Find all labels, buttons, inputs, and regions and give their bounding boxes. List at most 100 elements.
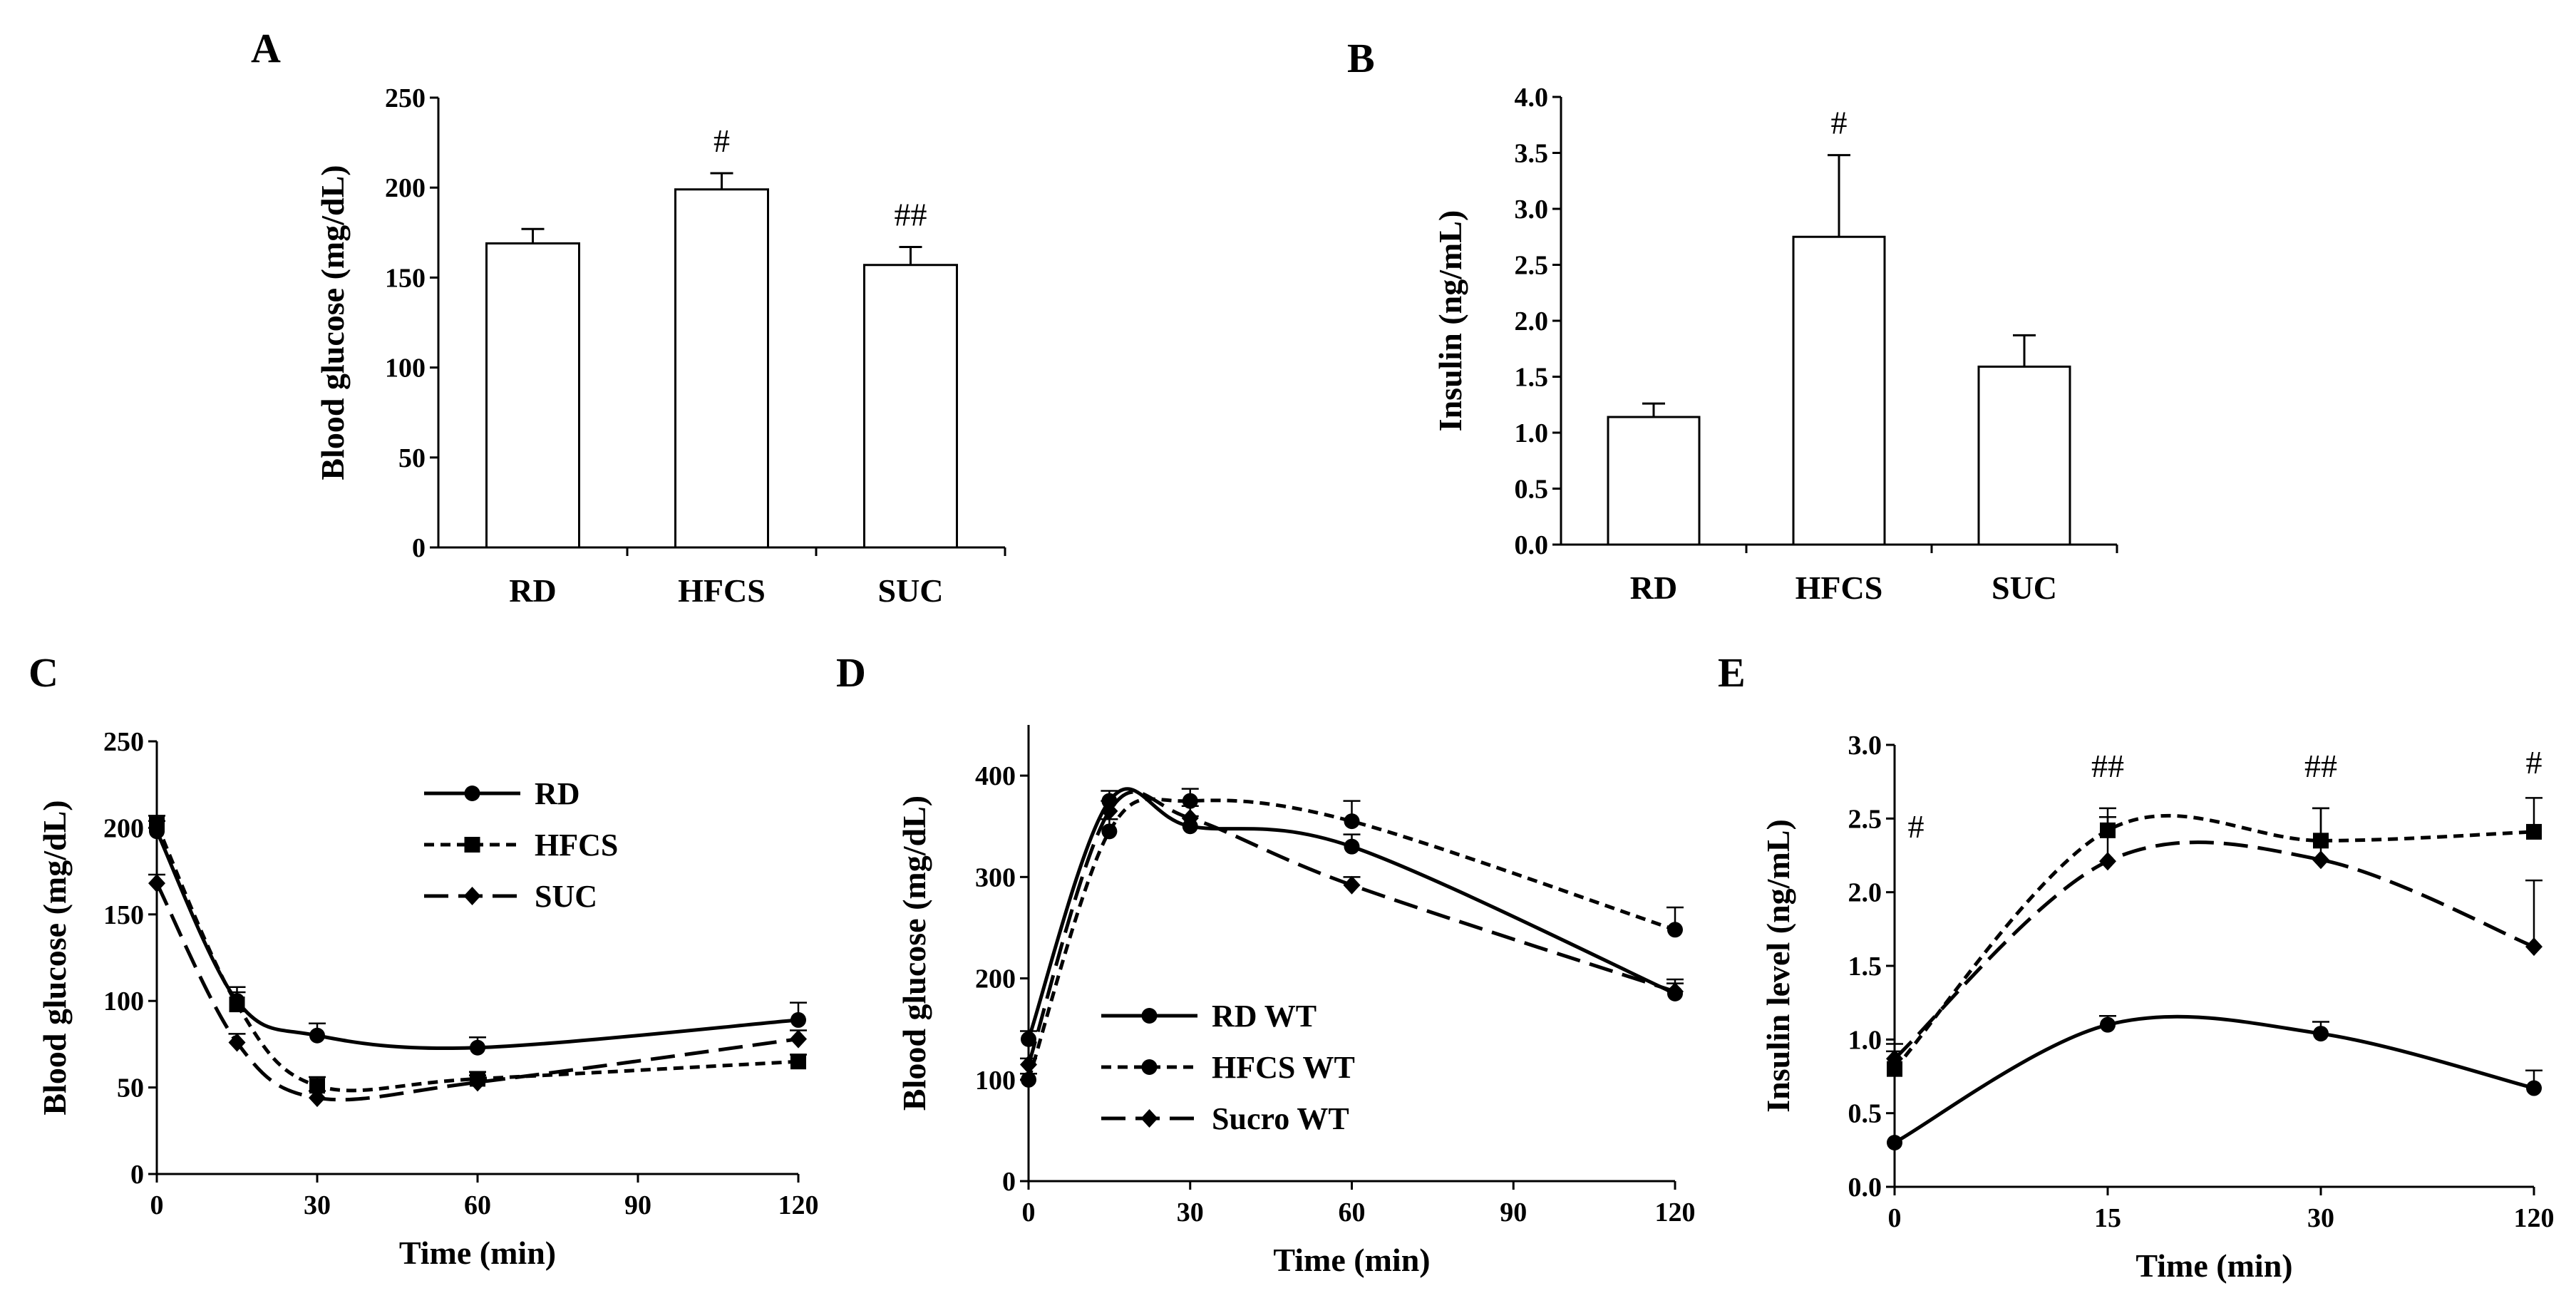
chart-a: 0 50 100 150 200 250 RD HFCS # SUC ## Blood glucose… — [314, 83, 1006, 609]
x-axis-title: Time (min) — [2135, 1247, 2292, 1284]
panel-label-e: E — [1718, 649, 1746, 696]
y-tick-label: 0.0 — [1848, 1173, 1882, 1203]
data-point — [2312, 850, 2329, 870]
significance-marker: # — [2526, 744, 2542, 781]
data-point — [1666, 982, 1684, 1002]
legend-marker — [1141, 1008, 1158, 1024]
category-label: RD — [509, 572, 556, 609]
x-tick-label: 120 — [778, 1190, 819, 1220]
y-tick-label: 3.0 — [1515, 195, 1549, 225]
x-tick-label: 90 — [624, 1190, 651, 1220]
data-point — [309, 1088, 326, 1108]
x-tick-label: 120 — [1655, 1198, 1696, 1227]
data-point — [2099, 852, 2116, 871]
y-tick-label: 50 — [117, 1073, 144, 1103]
series-line — [1893, 1014, 2535, 1145]
category-label: SUC — [877, 572, 943, 609]
data-point — [1181, 808, 1199, 828]
y-tick-label: 400 — [975, 761, 1016, 791]
x-tick-label: 60 — [464, 1190, 491, 1220]
data-point — [1101, 823, 1118, 840]
legend-label: Sucro WT — [1212, 1101, 1349, 1136]
data-point — [1344, 838, 1360, 855]
y-tick-label: 1.5 — [1515, 363, 1549, 393]
data-point — [1021, 1071, 1036, 1088]
data-point — [1182, 793, 1198, 809]
data-point — [2526, 823, 2542, 840]
y-tick-label: 0.0 — [1515, 530, 1549, 560]
y-tick-label: 2.0 — [1515, 307, 1549, 336]
data-point — [228, 1033, 246, 1052]
series-line — [1893, 840, 2535, 1061]
series-line — [1026, 787, 1676, 1040]
y-tick-label: 150 — [385, 263, 426, 293]
panel-label-b: B — [1347, 35, 1375, 81]
x-tick-label: 15 — [2094, 1203, 2121, 1233]
legend-label: HFCS — [535, 828, 618, 863]
chart-c: 0 50 100 150 200 250 0 30 60 90 120 RD HFCS SUC Time (… — [36, 727, 819, 1271]
legend-label: RD — [535, 776, 580, 811]
data-point — [1343, 875, 1361, 895]
y-tick-label: 1.5 — [1848, 952, 1882, 982]
y-tick-label: 0 — [130, 1160, 144, 1190]
data-point — [1021, 1031, 1036, 1047]
y-tick-label: 200 — [385, 173, 426, 203]
x-tick-label: 30 — [2307, 1203, 2334, 1233]
y-tick-label: 200 — [103, 813, 144, 843]
x-tick-label: 30 — [304, 1190, 331, 1220]
y-axis-title: Blood glucose (mg/dL) — [896, 795, 932, 1111]
data-point — [790, 1029, 807, 1049]
y-tick-label: 1.0 — [1515, 418, 1549, 448]
y-tick-label: 2.5 — [1848, 804, 1882, 834]
legend-marker — [464, 786, 480, 801]
panel-label-c: C — [29, 649, 58, 696]
x-tick-label: 30 — [1177, 1198, 1204, 1227]
data-point — [2525, 937, 2542, 957]
y-tick-label: 100 — [385, 354, 426, 383]
y-tick-label: 50 — [398, 443, 426, 473]
y-tick-label: 250 — [385, 83, 426, 113]
y-tick-label: 4.0 — [1515, 83, 1549, 113]
data-point — [309, 1027, 325, 1044]
bar — [674, 188, 769, 549]
y-tick-label: 100 — [975, 1066, 1016, 1096]
y-tick-label: 100 — [103, 987, 144, 1016]
legend-marker — [1140, 1109, 1158, 1128]
data-point — [2526, 1080, 2542, 1096]
y-tick-label: 3.5 — [1515, 139, 1549, 169]
data-point — [469, 1073, 486, 1092]
data-point — [1887, 1135, 1902, 1150]
x-tick-label: 0 — [1888, 1203, 1902, 1233]
y-tick-label: 300 — [975, 863, 1016, 892]
bar — [1792, 235, 1886, 546]
legend-marker — [464, 837, 480, 853]
bar — [863, 264, 958, 549]
data-point — [2313, 1026, 2329, 1042]
data-point — [309, 1078, 325, 1094]
x-tick-label: 120 — [2514, 1203, 2555, 1233]
category-label: SUC — [1992, 570, 2057, 606]
y-tick-label: 250 — [103, 727, 144, 757]
y-tick-label: 2.5 — [1515, 251, 1549, 281]
y-tick-label: 1.0 — [1848, 1025, 1882, 1055]
data-point — [2100, 1016, 2116, 1033]
data-point — [1667, 922, 1683, 938]
data-point — [790, 1054, 806, 1070]
data-point — [229, 997, 245, 1013]
significance-marker: ## — [895, 196, 927, 232]
series-line — [155, 882, 799, 1102]
data-point — [790, 1011, 806, 1028]
series-line — [155, 823, 799, 1093]
y-tick-label: 2.0 — [1848, 878, 1882, 908]
data-point — [1887, 1061, 1902, 1077]
significance-marker: # — [1908, 808, 1925, 845]
legend-marker — [1141, 1059, 1158, 1075]
panel-label-d: D — [836, 649, 866, 696]
category-label: HFCS — [678, 572, 766, 609]
y-axis-title: Insulin (ng/mL) — [1432, 210, 1468, 432]
y-tick-label: 150 — [103, 900, 144, 930]
panel-label-a: A — [251, 25, 281, 71]
y-tick-label: 0 — [1002, 1167, 1016, 1197]
y-tick-label: 0.5 — [1515, 475, 1549, 505]
legend-label: HFCS WT — [1212, 1050, 1355, 1085]
